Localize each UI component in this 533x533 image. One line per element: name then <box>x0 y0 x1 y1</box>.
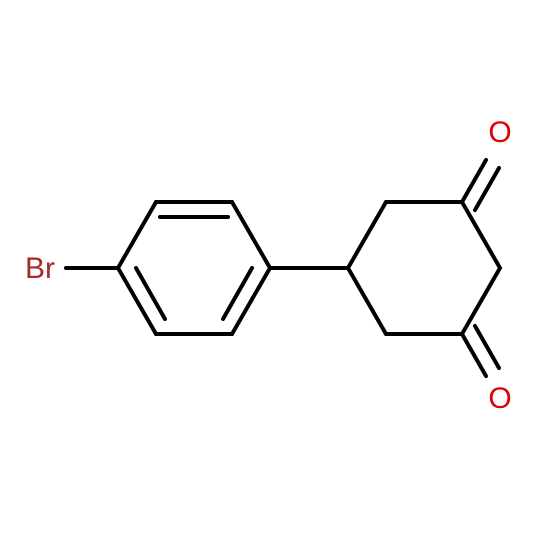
atom-label: O <box>488 116 511 149</box>
carbonyl-bond <box>460 332 488 378</box>
cyclohexane-ring <box>345 200 503 336</box>
bonds <box>64 158 503 378</box>
benzene-ring <box>115 200 273 336</box>
double-bond-inner <box>221 266 254 321</box>
atom-label: O <box>488 382 511 415</box>
carbonyl-bond <box>473 166 501 212</box>
double-bond-inner <box>134 266 167 321</box>
atom-label: Br <box>25 252 55 285</box>
carbonyl-bond <box>460 158 488 204</box>
carbonyl-bond <box>473 324 501 370</box>
